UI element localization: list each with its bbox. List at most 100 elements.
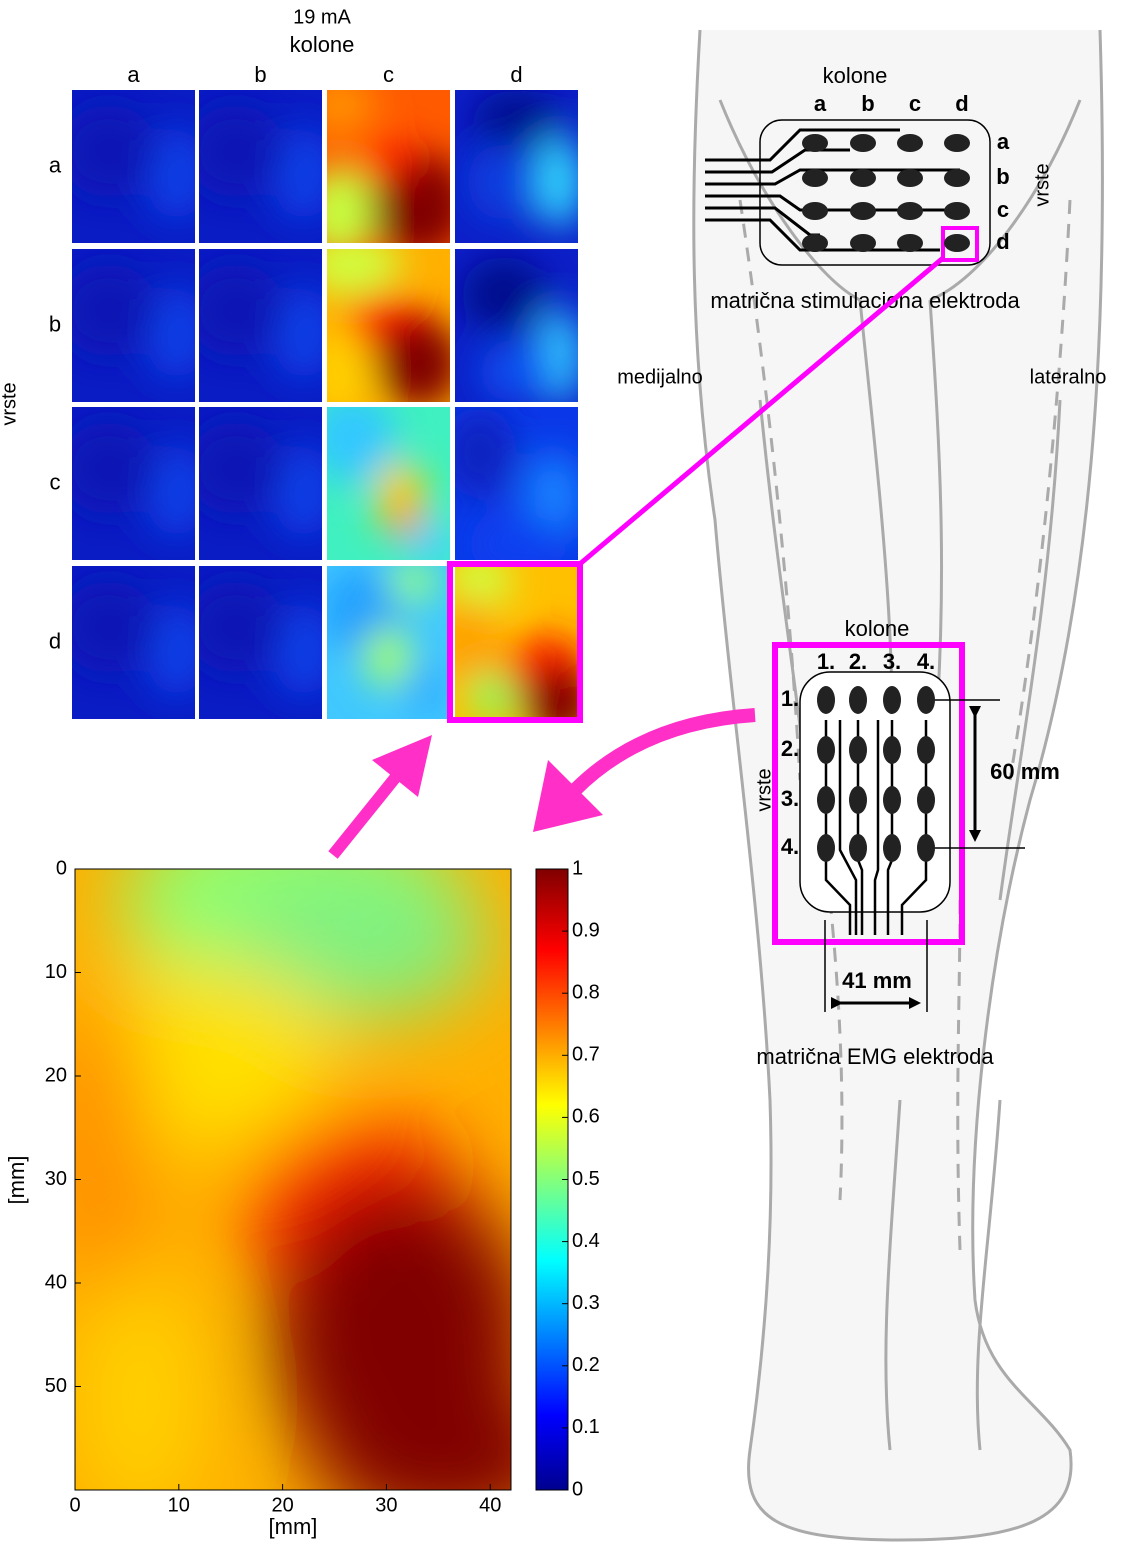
panel-blobs (327, 566, 450, 719)
color-blob (327, 249, 401, 295)
col-label: c (909, 91, 921, 116)
heatmap-panel (199, 90, 322, 243)
color-blob (145, 287, 195, 380)
electrode-pad (849, 686, 867, 714)
panel-blobs (327, 407, 450, 560)
heatmap-panel (455, 90, 578, 243)
col-label: 2. (849, 649, 867, 674)
electrode-outline (759, 119, 991, 266)
colorbar-tick-label: 1 (572, 857, 583, 879)
panel-blobs (327, 90, 450, 243)
heatmap-panel (455, 407, 578, 560)
color-blob (406, 521, 450, 560)
panel-blobs (72, 581, 195, 697)
col-label: b (861, 91, 874, 116)
col-label: c (383, 62, 394, 87)
col-label: 4. (917, 649, 935, 674)
row-label: 3. (781, 786, 799, 811)
emg-electrode: kolone vrste 60 mm 41 mm matrična EMG el… (753, 616, 1060, 1069)
row-label: a (49, 152, 62, 177)
col-label: a (814, 91, 827, 116)
electrode-pad (817, 786, 835, 814)
heatmap-panel (72, 249, 195, 402)
electrode-pad (849, 786, 867, 814)
electrode-pad (817, 686, 835, 714)
color-blob (272, 604, 322, 697)
x-tick-label: 10 (168, 1494, 190, 1516)
color-blob (72, 105, 159, 198)
electrode-pad (849, 834, 867, 862)
panel-blobs (72, 264, 195, 380)
col-title: kolone (823, 63, 888, 88)
panel-blobs (327, 249, 450, 402)
y-tick-label: 30 (45, 1168, 67, 1190)
electrode-pad (897, 234, 923, 252)
color-blob (363, 135, 414, 182)
x-tick-label: 20 (271, 1494, 293, 1516)
color-blob (145, 604, 195, 697)
electrode-pad (917, 736, 935, 764)
x-axis-label: [mm] (269, 1514, 318, 1539)
electrode-pad (883, 736, 901, 764)
panel-blobs (199, 422, 322, 538)
caption: matrična EMG elektroda (756, 1044, 994, 1069)
highlight-frame (941, 226, 979, 262)
dim-label: 41 mm (842, 968, 912, 993)
heatmap-panel (72, 407, 195, 560)
heatmap-panel (327, 249, 450, 402)
colorbar-tick-label: 0.8 (572, 981, 600, 1003)
row-title: vrste (1031, 163, 1053, 206)
row-label: b (996, 164, 1009, 189)
color-blob (272, 287, 322, 380)
colorbar-tick-label: 0.9 (572, 919, 600, 941)
color-blob (388, 566, 438, 605)
color-blob (72, 422, 159, 515)
electrode-pad (883, 686, 901, 714)
color-blob (376, 317, 450, 402)
panel-grid (72, 90, 578, 719)
color-blob (227, 869, 490, 1019)
color-blob (534, 135, 578, 228)
col-label: 1. (817, 649, 835, 674)
color-blob (522, 665, 578, 719)
color-blob (75, 1272, 206, 1490)
colorbar-tick-label: 0.2 (572, 1354, 600, 1376)
electrode-pad (897, 134, 923, 152)
electrode-pad (850, 134, 876, 152)
panel-blobs (75, 869, 511, 1490)
color-blob (400, 657, 450, 719)
row-label: 2. (781, 736, 799, 761)
arrow-head (533, 760, 603, 832)
y-axis-label: [mm] (4, 1156, 29, 1205)
color-blob (327, 90, 377, 136)
color-blob (327, 407, 395, 484)
color-blob (75, 993, 150, 1304)
color-blob (327, 325, 371, 402)
electrode-pad (917, 834, 935, 862)
electrode-pad (802, 169, 828, 187)
color-blob (467, 143, 542, 221)
row-label: d (996, 229, 1009, 254)
heatmap-panel (72, 566, 195, 719)
heatmap-panel (455, 566, 578, 719)
caption: matrična stimulaciona elektroda (710, 288, 1020, 313)
col-label: a (127, 62, 140, 87)
color-blob (199, 581, 286, 674)
electrode-pad (944, 134, 970, 152)
panel-blobs (461, 256, 578, 402)
panel-blobs (199, 264, 322, 380)
row-title: vrste (753, 768, 775, 811)
map (75, 869, 511, 1490)
zoom-line (579, 256, 945, 565)
colorbar-tick-label: 0.3 (572, 1292, 600, 1314)
panel-blobs (455, 566, 578, 719)
color-blob (199, 422, 286, 515)
color-blob (272, 128, 322, 221)
electrode-pad (917, 786, 935, 814)
electrode-pad (897, 169, 923, 187)
colorbar-tick-label: 0.7 (572, 1044, 600, 1066)
color-blob (461, 256, 548, 334)
colorbar-tick-label: 0.5 (572, 1168, 600, 1190)
leg-line (738, 199, 1072, 1251)
